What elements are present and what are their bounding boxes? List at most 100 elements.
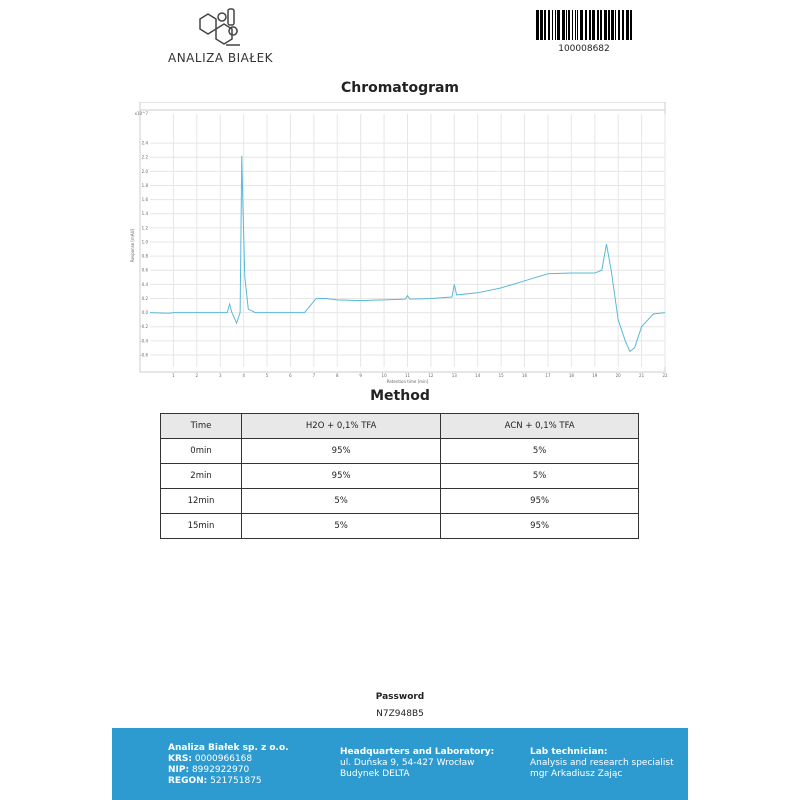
regon-label: REGON: bbox=[168, 776, 208, 786]
x-tick-label: 19 bbox=[592, 373, 598, 378]
barcode-bar bbox=[608, 10, 610, 40]
x-tick-label: 16 bbox=[522, 373, 528, 378]
cell: 95% bbox=[440, 513, 639, 539]
barcode-bar bbox=[585, 10, 587, 40]
x-tick-label: 15 bbox=[499, 373, 505, 378]
password-value: N7Z948B5 bbox=[376, 709, 424, 719]
cell: 5% bbox=[240, 513, 442, 539]
barcode-bar bbox=[600, 10, 602, 40]
barcode-number: 100008682 bbox=[558, 44, 610, 54]
hq-building: Budynek DELTA bbox=[340, 769, 410, 779]
hq-title: Headquarters and Laboratory: bbox=[340, 747, 495, 757]
cell: 15min bbox=[160, 513, 242, 539]
barcode-bar bbox=[597, 10, 599, 40]
nip-label: NIP: bbox=[168, 765, 190, 775]
table-row: 12min 5% 95% bbox=[160, 488, 639, 514]
y-tick-label: 2.0 bbox=[142, 169, 149, 174]
y-multiplier: x10^7 bbox=[135, 111, 149, 116]
footer: Analiza Białek sp. z o.o. KRS: 000096616… bbox=[112, 728, 688, 800]
chart-title: Chromatogram bbox=[340, 80, 460, 96]
header-h2o: H2O + 0,1% TFA bbox=[240, 413, 442, 439]
barcode-bar bbox=[555, 10, 556, 40]
barcode-bar bbox=[540, 10, 543, 40]
x-tick-label: 13 bbox=[452, 373, 458, 378]
barcode bbox=[536, 10, 632, 40]
cell: 95% bbox=[440, 488, 639, 514]
barcode-bar bbox=[562, 10, 565, 40]
x-tick-label: 1 bbox=[172, 373, 175, 378]
y-tick-label: -0.4 bbox=[140, 338, 148, 343]
y-tick-label: -0.6 bbox=[140, 352, 148, 357]
barcode-bar bbox=[589, 10, 591, 40]
y-tick-label: 1.4 bbox=[142, 211, 149, 216]
method-title: Method bbox=[370, 388, 430, 404]
cell: 5% bbox=[240, 488, 442, 514]
x-tick-label: 18 bbox=[569, 373, 575, 378]
barcode-bar bbox=[630, 10, 632, 40]
x-tick-label: 8 bbox=[336, 373, 339, 378]
barcode-bar bbox=[622, 10, 624, 40]
barcode-bar bbox=[544, 10, 546, 40]
x-tick-label: 22 bbox=[662, 373, 668, 378]
y-tick-label: 0.8 bbox=[142, 254, 149, 259]
x-tick-label: 10 bbox=[382, 373, 388, 378]
table-row: 2min 95% 5% bbox=[160, 463, 639, 489]
x-tick-label: 12 bbox=[428, 373, 434, 378]
header-time: Time bbox=[160, 413, 242, 439]
cell: 2min bbox=[160, 463, 242, 489]
x-tick-label: 6 bbox=[289, 373, 292, 378]
barcode-bar bbox=[577, 10, 578, 40]
regon: 521751875 bbox=[210, 776, 262, 786]
barcode-bar bbox=[604, 10, 607, 40]
y-tick-label: -0.2 bbox=[140, 324, 148, 329]
y-tick-label: 1.0 bbox=[142, 239, 149, 244]
x-tick-label: 17 bbox=[545, 373, 551, 378]
barcode-bar bbox=[557, 10, 560, 40]
hq-address: ul. Duńska 9, 54-427 Wrocław bbox=[340, 758, 475, 768]
table-row: 15min 5% 95% bbox=[160, 513, 639, 539]
cell: 5% bbox=[440, 463, 639, 489]
company-name: Analiza Białek sp. z o.o. bbox=[168, 743, 289, 753]
y-tick-label: 0.6 bbox=[142, 268, 149, 273]
y-tick-label: 1.8 bbox=[142, 183, 149, 188]
method-table: Time H2O + 0,1% TFA ACN + 0,1% TFA 0min 95%… bbox=[160, 413, 639, 539]
barcode-bar bbox=[548, 10, 550, 40]
logo-text: ANALIZA BIAŁEK bbox=[168, 51, 274, 65]
x-tick-label: 2 bbox=[196, 373, 199, 378]
krs: 0000966168 bbox=[194, 754, 253, 764]
x-tick-label: 11 bbox=[405, 373, 411, 378]
y-tick-label: 0.4 bbox=[142, 282, 149, 287]
chromatogram-line bbox=[149, 155, 666, 353]
x-tick-label: 5 bbox=[266, 373, 269, 378]
nip: 8992922970 bbox=[191, 765, 250, 775]
barcode-bar bbox=[626, 10, 629, 40]
tech-role: Analysis and research specialist bbox=[530, 758, 674, 768]
cell: 12min bbox=[160, 488, 242, 514]
cell: 0min bbox=[160, 438, 242, 464]
x-tick-label: 20 bbox=[616, 373, 622, 378]
cell: 95% bbox=[240, 438, 442, 464]
barcode-bar bbox=[592, 10, 595, 40]
y-tick-label: 1.6 bbox=[142, 197, 149, 202]
chromatogram-chart: 1 2 3 4 5 6 7 8 9 10 11 12 13 14 15 16 17 18 19 20 21 22-0.6-… bbox=[130, 102, 668, 384]
table-row: 0min 95% 5% bbox=[160, 438, 639, 464]
barcode-bar bbox=[566, 10, 567, 40]
barcode-bar bbox=[615, 10, 616, 40]
chart-frame bbox=[139, 102, 666, 373]
header-acn: ACN + 0,1% TFA bbox=[440, 413, 639, 439]
cell: 5% bbox=[440, 438, 639, 464]
x-axis-label: Retention time [min] bbox=[387, 379, 429, 384]
y-tick-label: 0.0 bbox=[142, 310, 149, 315]
barcode-bar bbox=[580, 10, 583, 40]
logo-icon bbox=[199, 8, 240, 46]
x-tick-label: 14 bbox=[475, 373, 481, 378]
password-label: Password bbox=[375, 692, 425, 702]
tech-name: mgr Arkadiusz Zając bbox=[530, 769, 623, 779]
y-tick-label: 0.2 bbox=[142, 296, 149, 301]
x-tick-label: 9 bbox=[359, 373, 362, 378]
y-tick-label: 1.2 bbox=[142, 225, 149, 230]
x-tick-label: 21 bbox=[639, 373, 645, 378]
y-tick-label: 2.2 bbox=[142, 155, 149, 160]
barcode-bar bbox=[536, 10, 539, 40]
barcode-bar bbox=[572, 10, 573, 40]
